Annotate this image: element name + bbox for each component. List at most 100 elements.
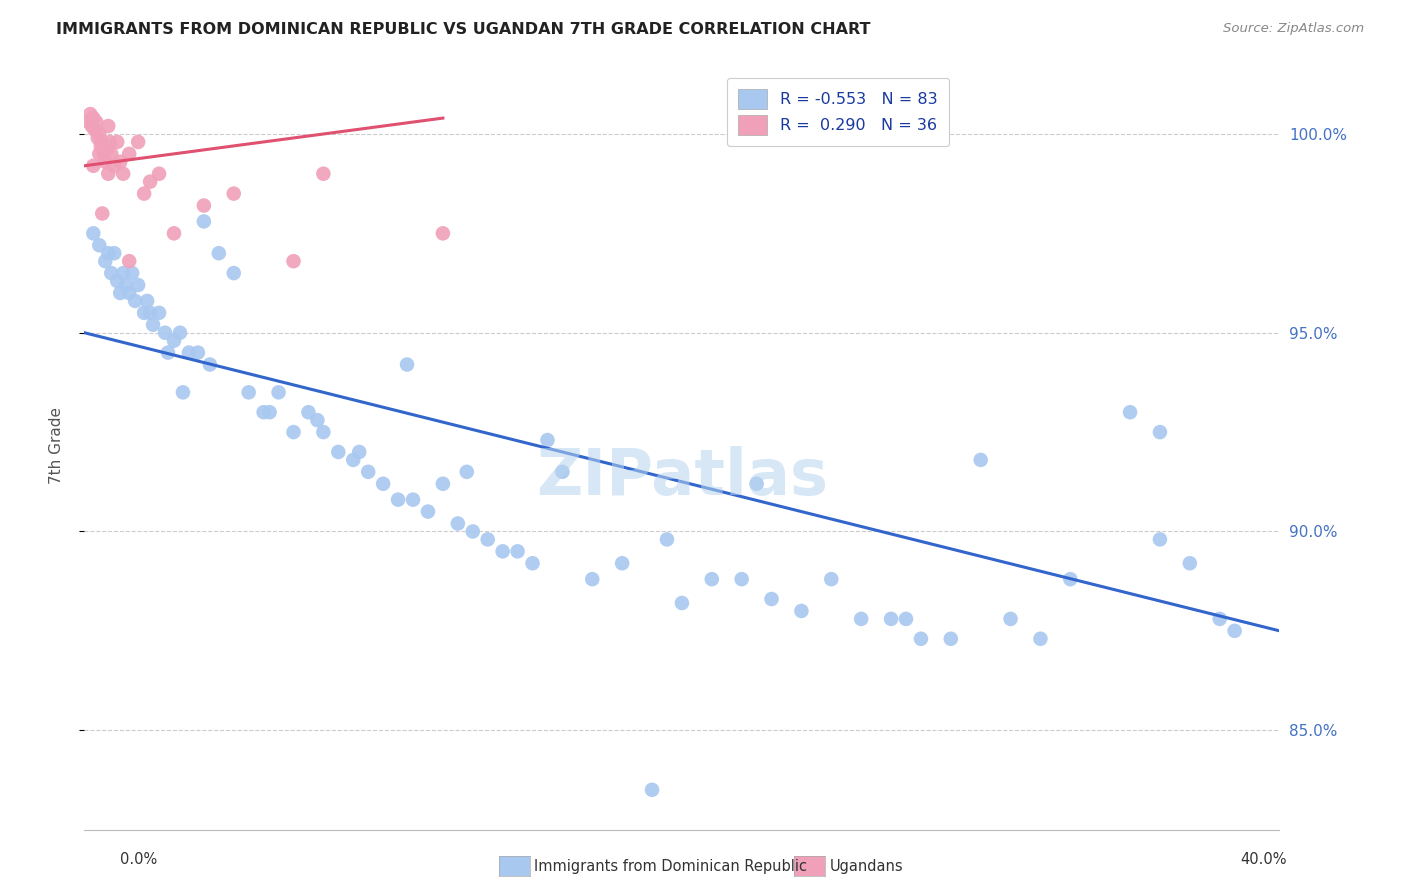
Point (357, 465, 380, 479)
Point (89, 127, 111, 141)
Point (402, 492, 425, 507)
Point (139, 175, 162, 189)
Point (1178, 556, 1201, 570)
Point (198, 358, 221, 372)
Point (522, 556, 544, 570)
Point (641, 782, 664, 797)
Point (461, 524, 484, 539)
Point (307, 413, 329, 427)
Point (97, 167, 120, 181)
Point (432, 227, 454, 241)
Point (536, 433, 558, 447)
Point (110, 285, 132, 300)
Point (172, 385, 194, 400)
Point (89, 238, 111, 252)
Point (790, 604, 813, 618)
Point (112, 167, 135, 181)
Point (328, 445, 350, 459)
Point (169, 326, 191, 340)
Point (700, 572, 723, 586)
Point (193, 198, 215, 212)
Point (103, 246, 125, 260)
Point (157, 345, 180, 359)
Point (1149, 425, 1171, 439)
Point (1000, 612, 1022, 626)
Point (118, 146, 141, 161)
Point (83, 123, 105, 137)
Point (1149, 533, 1171, 547)
Point (297, 405, 319, 419)
Y-axis label: 7th Grade: 7th Grade (49, 408, 63, 484)
Point (90, 139, 112, 153)
Text: Immigrants from Dominican Republic: Immigrants from Dominican Republic (534, 859, 807, 873)
Point (416, 505, 439, 519)
Legend: R = -0.553   N = 83, R =  0.290   N = 36: R = -0.553 N = 83, R = 0.290 N = 36 (727, 78, 949, 145)
Point (506, 544, 529, 558)
Point (1119, 405, 1142, 419)
Point (79, 107, 101, 121)
Point (894, 612, 917, 626)
Point (970, 453, 993, 467)
Point (477, 533, 499, 547)
Point (456, 465, 478, 479)
Point (208, 246, 231, 260)
Point (115, 278, 138, 293)
Point (238, 385, 260, 400)
Point (148, 306, 170, 320)
Point (82, 111, 104, 125)
Text: Ugandans: Ugandans (830, 859, 903, 873)
Point (187, 345, 209, 359)
Point (267, 385, 290, 400)
Point (96, 143, 118, 157)
Text: 40.0%: 40.0% (1240, 852, 1286, 867)
Text: IMMIGRANTS FROM DOMINICAN REPUBLIC VS UGANDAN 7TH GRADE CORRELATION CHART: IMMIGRANTS FROM DOMINICAN REPUBLIC VS UG… (56, 22, 870, 37)
Point (91, 135, 114, 149)
Point (127, 278, 149, 293)
Point (136, 293, 159, 308)
Point (910, 632, 932, 646)
Point (127, 135, 149, 149)
Point (432, 476, 454, 491)
Point (193, 214, 215, 228)
Point (148, 167, 170, 181)
Point (1029, 632, 1052, 646)
Point (283, 254, 305, 268)
Point (851, 612, 873, 626)
Point (745, 476, 768, 491)
Point (655, 533, 678, 547)
Point (80, 119, 103, 133)
Point (94, 154, 117, 169)
Point (939, 632, 962, 646)
Point (105, 274, 128, 288)
Point (118, 285, 141, 300)
Point (153, 326, 176, 340)
Point (283, 425, 305, 439)
Point (671, 596, 693, 610)
Point (880, 612, 903, 626)
Point (222, 266, 245, 280)
Point (97, 246, 120, 260)
Point (551, 465, 574, 479)
Point (132, 306, 156, 320)
Point (1209, 612, 1232, 626)
Point (86, 115, 108, 129)
Point (373, 476, 395, 491)
Point (581, 572, 603, 586)
Point (349, 445, 371, 459)
Point (177, 345, 200, 359)
Point (91, 206, 114, 220)
Point (387, 492, 409, 507)
Point (89, 146, 111, 161)
Point (97, 119, 120, 133)
Point (820, 572, 842, 586)
Point (492, 544, 515, 558)
Point (82, 159, 104, 173)
Point (98, 135, 121, 149)
Point (612, 556, 634, 570)
Point (312, 167, 335, 181)
Point (312, 425, 335, 439)
Point (396, 358, 419, 372)
Text: ZIPatlas: ZIPatlas (536, 446, 828, 508)
Point (761, 592, 783, 607)
Point (253, 405, 276, 419)
